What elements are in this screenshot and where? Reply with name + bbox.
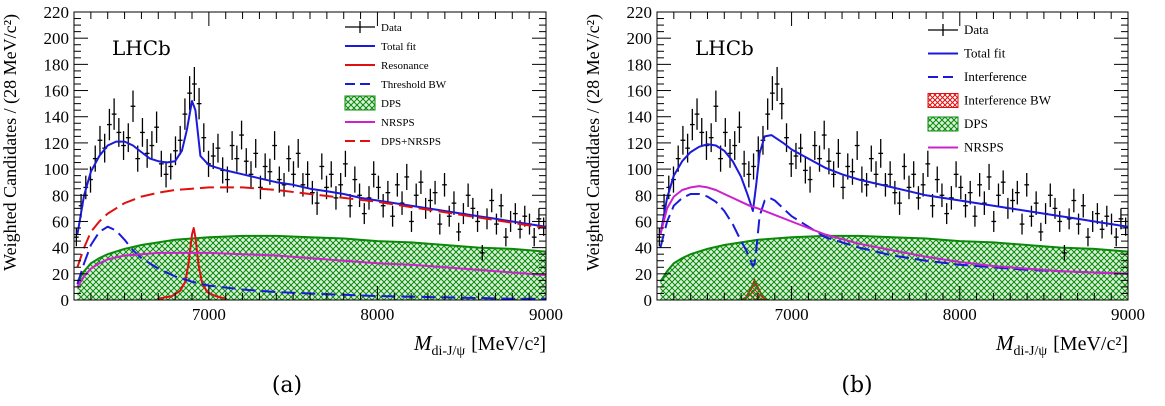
x-axis-title: Mdi-J/ψ [MeV/c²] bbox=[413, 331, 546, 359]
x-tick-label: 9000 bbox=[529, 305, 563, 324]
series-edge-dps bbox=[76, 234, 546, 283]
x-axis-title-main: M bbox=[413, 331, 433, 355]
panel-caption: (a) bbox=[272, 373, 302, 398]
legend-label: NRSPS bbox=[381, 117, 415, 129]
plot-area bbox=[657, 66, 1128, 300]
panel-a: 0 20 40 60 80 100 120 140 160 180 200 220 7000 8000 90… bbox=[0, 3, 563, 398]
y-tick-label: 140 bbox=[627, 108, 653, 127]
y-axis-title: Weighted Candidates / (28 MeV/c²) bbox=[0, 14, 21, 271]
y-tick-label: 180 bbox=[627, 55, 653, 74]
y-tick-label: 120 bbox=[44, 134, 70, 153]
y-tick-label: 200 bbox=[627, 29, 653, 48]
x-tick-label: 8000 bbox=[360, 305, 394, 324]
legend-label: Total fit bbox=[381, 41, 416, 53]
y-tick-label: 80 bbox=[635, 186, 652, 205]
x-axis-title-unit: [MeV/c²] bbox=[471, 333, 546, 355]
legend-label: Interference bbox=[964, 69, 1027, 84]
x-tick-label: 7000 bbox=[192, 305, 226, 324]
series-line-dps-nrsps bbox=[76, 186, 546, 268]
legend-label: NRSPS bbox=[964, 140, 1004, 155]
series-fill-dps bbox=[660, 235, 1128, 300]
series-line-resonance bbox=[158, 227, 226, 300]
panel-b: 0 20 40 60 80 100 120 140 160 180 200 220 7000 8000 90… bbox=[583, 3, 1145, 398]
legend-label: DPS+NRSPS bbox=[381, 136, 441, 148]
legend-label: Interference BW bbox=[964, 93, 1052, 108]
y-tick-label: 60 bbox=[52, 212, 69, 231]
series-line-total-fit bbox=[76, 100, 546, 235]
x-axis-title: Mdi-J/ψ [MeV/c²] bbox=[995, 331, 1128, 359]
y-tick-label: 40 bbox=[52, 239, 69, 258]
y-tick-label: 20 bbox=[52, 265, 69, 284]
y-tick-label: 220 bbox=[627, 3, 653, 22]
y-tick-label: 100 bbox=[627, 160, 653, 179]
y-axis-title: Weighted Candidates / (28 MeV/c²) bbox=[583, 14, 604, 271]
legend-marker-box bbox=[344, 95, 376, 111]
y-tick-label: 60 bbox=[635, 212, 652, 231]
legend-marker-box bbox=[927, 116, 959, 132]
y-tick-label: 180 bbox=[44, 55, 70, 74]
x-axis-title-sub: di-J/ψ bbox=[431, 344, 465, 359]
y-tick-label: 100 bbox=[44, 160, 70, 179]
plot-area bbox=[74, 66, 546, 300]
legend-label: Total fit bbox=[964, 46, 1006, 61]
x-tick-label: 9000 bbox=[1111, 305, 1145, 324]
y-tick-label: 40 bbox=[635, 239, 652, 258]
y-tick-label: 200 bbox=[44, 29, 70, 48]
y-tick-label: 80 bbox=[52, 186, 69, 205]
x-tick-label: 8000 bbox=[943, 305, 977, 324]
legend-label: DPS bbox=[381, 98, 401, 110]
x-axis-title-sub: di-J/ψ bbox=[1013, 344, 1047, 359]
y-tick-label: 160 bbox=[44, 82, 70, 101]
legend-label: Threshold BW bbox=[381, 79, 447, 91]
series-fill-dps bbox=[77, 235, 546, 300]
y-tick-label: 0 bbox=[644, 291, 653, 310]
series-line-nrsps bbox=[659, 185, 1128, 275]
x-tick-label: 7000 bbox=[775, 305, 809, 324]
y-tick-label: 120 bbox=[627, 134, 653, 153]
x-axis-title-main: M bbox=[995, 331, 1015, 355]
experiment-label: LHCb bbox=[695, 36, 754, 60]
legend-label: Resonance bbox=[381, 60, 429, 72]
panel-caption: (b) bbox=[841, 373, 872, 398]
legend-label: Data bbox=[381, 22, 402, 34]
y-tick-label: 220 bbox=[44, 3, 70, 22]
series-line-nrsps bbox=[76, 251, 546, 288]
experiment-label: LHCb bbox=[112, 36, 171, 60]
legend-label: DPS bbox=[964, 116, 988, 131]
y-tick-label: 0 bbox=[61, 291, 70, 310]
series-line-total-fit bbox=[659, 134, 1128, 235]
y-tick-label: 140 bbox=[44, 108, 70, 127]
legend-marker-box bbox=[927, 93, 959, 108]
y-tick-label: 20 bbox=[635, 265, 652, 284]
x-axis-title-unit: [MeV/c²] bbox=[1053, 333, 1128, 355]
series-edge-dps bbox=[659, 234, 1128, 283]
legend-label: Data bbox=[964, 22, 989, 37]
y-tick-label: 160 bbox=[627, 82, 653, 101]
series-line-threshold-bw bbox=[76, 225, 546, 300]
